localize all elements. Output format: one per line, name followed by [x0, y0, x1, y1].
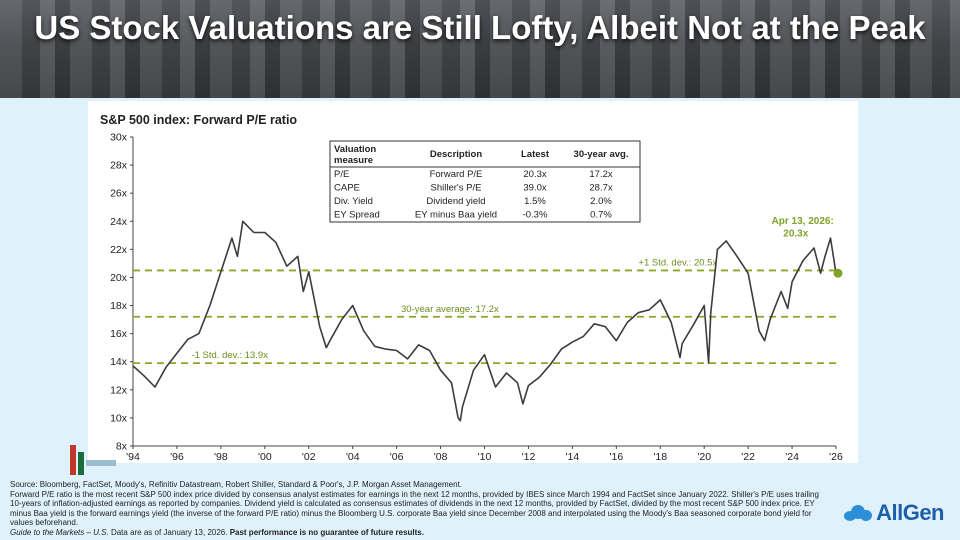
- table-cell: CAPE: [334, 183, 360, 194]
- chart-title: S&P 500 index: Forward P/E ratio: [100, 113, 298, 127]
- x-tick-label: '98: [214, 451, 228, 463]
- y-axis: 8x 10x 12x 14x 16x 18x 20x 22x 24x 26x 28x 30x: [110, 132, 134, 453]
- title-banner: US Stock Valuations are Still Lofty, Alb…: [0, 0, 960, 98]
- y-tick-label: 20x: [110, 272, 128, 284]
- table-cell: Shiller's P/E: [431, 183, 482, 194]
- x-tick-label: '26: [829, 451, 843, 463]
- footnote-asof: Data are as of January 13, 2026.: [108, 527, 230, 537]
- table-cell: EY Spread: [334, 210, 380, 221]
- table-cell: 39.0x: [523, 183, 546, 194]
- y-tick-label: 16x: [110, 328, 128, 340]
- x-axis: '94 '96 '98 '00 '02 '04 '06 '08 '10 '12 '14 '16 '18 '…: [126, 445, 843, 463]
- y-tick-label: 30x: [110, 132, 128, 144]
- table-cell: 17.2x: [589, 169, 612, 180]
- y-tick-label: 8x: [116, 441, 128, 453]
- x-tick-label: '24: [785, 451, 799, 463]
- footnote-guide: Guide to the Markets – U.S. Data are as …: [10, 528, 830, 538]
- latest-point: [833, 268, 843, 278]
- y-tick-label: 14x: [110, 356, 128, 368]
- y-tick-label: 18x: [110, 300, 128, 312]
- latest-annotation: Apr 13, 2026: 20.3x: [772, 216, 843, 278]
- y-tick-label: 22x: [110, 244, 128, 256]
- footnote: Source: Bloomberg, FactSet, Moody's, Ref…: [10, 480, 830, 538]
- table-header: Valuation: [334, 144, 376, 155]
- x-tick-label: '04: [346, 451, 360, 463]
- allgen-logo: AllGen: [844, 500, 944, 526]
- table-cell: Dividend yield: [426, 196, 485, 207]
- footnote-definitions: Forward P/E ratio is the most recent S&P…: [10, 489, 819, 528]
- annotation-value: 20.3x: [783, 229, 808, 240]
- table-box: [329, 140, 641, 223]
- reference-lines: +1 Std. dev.: 20.5x 30-year average: 17.2…: [133, 257, 836, 365]
- table-header: Description: [430, 149, 482, 160]
- table-cell: 20.3x: [523, 169, 546, 180]
- x-tick-label: '96: [170, 451, 184, 463]
- table-cell: 1.5%: [524, 196, 546, 207]
- logo-text: AllGen: [876, 500, 944, 525]
- y-tick-label: 28x: [110, 160, 128, 172]
- x-tick-label: '06: [390, 451, 404, 463]
- reference-line-label: 30-year average: 17.2x: [401, 304, 499, 315]
- footnote-disclaimer: Past performance is no guarantee of futu…: [229, 527, 424, 537]
- table-cell: Div. Yield: [334, 196, 373, 207]
- table-cell: EY minus Baa yield: [415, 210, 497, 221]
- x-tick-label: '12: [522, 451, 536, 463]
- x-tick-label: '94: [126, 451, 140, 463]
- banner-photo: [0, 0, 960, 98]
- table-cell: 28.7x: [589, 183, 612, 194]
- series-group: [132, 220, 837, 422]
- y-tick-label: 12x: [110, 384, 128, 396]
- table-cell: P/E: [334, 169, 349, 180]
- x-tick-label: '18: [653, 451, 667, 463]
- y-tick-label: 10x: [110, 412, 128, 424]
- slide-title: US Stock Valuations are Still Lofty, Alb…: [34, 9, 926, 46]
- x-tick-label: '16: [609, 451, 623, 463]
- x-tick-label: '20: [697, 451, 711, 463]
- x-tick-label: '14: [566, 451, 580, 463]
- footnote-guide-name: Guide to the Markets – U.S.: [10, 527, 109, 537]
- x-tick-label: '10: [478, 451, 492, 463]
- table-cell: -0.3%: [523, 210, 548, 221]
- reference-line-label: -1 Std. dev.: 13.9x: [191, 350, 268, 361]
- x-tick-label: '02: [302, 451, 316, 463]
- y-tick-label: 26x: [110, 188, 128, 200]
- forward-pe-line: [132, 220, 837, 422]
- table-cell: 0.7%: [590, 210, 612, 221]
- footnote-source: Source: Bloomberg, FactSet, Moody's, Ref…: [10, 480, 463, 489]
- x-tick-label: '22: [741, 451, 755, 463]
- x-tick-label: '00: [258, 451, 272, 463]
- reference-line-label: +1 Std. dev.: 20.5x: [638, 257, 717, 268]
- annotation-date: Apr 13, 2026:: [772, 216, 834, 227]
- decorative-figure: [60, 440, 120, 480]
- x-tick-label: '08: [434, 451, 448, 463]
- table-header: measure: [334, 155, 373, 166]
- table-header: 30-year avg.: [574, 149, 629, 160]
- table-cell: 2.0%: [590, 196, 612, 207]
- table-header: Latest: [521, 149, 550, 160]
- cloud-icon: [844, 505, 873, 521]
- y-tick-label: 24x: [110, 216, 128, 228]
- table-cell: Forward P/E: [430, 169, 483, 180]
